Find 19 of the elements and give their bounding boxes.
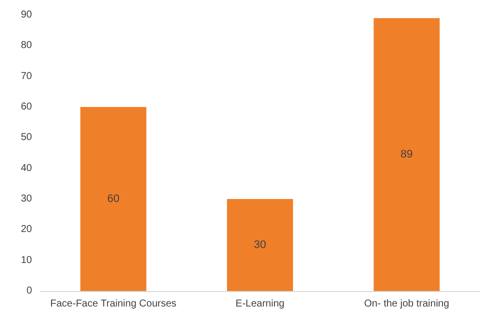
y-tick-label: 90 bbox=[20, 10, 32, 20]
y-tick-label: 0 bbox=[26, 286, 32, 296]
y-tick-label: 70 bbox=[20, 70, 32, 82]
bar bbox=[80, 107, 146, 291]
x-tick-label: On- the job training bbox=[364, 298, 450, 310]
x-tick-label: E-Learning bbox=[236, 298, 284, 310]
y-tick-label: 50 bbox=[20, 132, 32, 144]
y-tick-label: 60 bbox=[20, 102, 32, 112]
y-tick-label: 40 bbox=[20, 162, 32, 174]
data-label: 30 bbox=[254, 239, 266, 251]
bar bbox=[374, 18, 440, 291]
y-tick-label: 20 bbox=[20, 224, 32, 236]
data-label: 89 bbox=[400, 148, 413, 161]
x-tick-label: Face-Face Training Courses bbox=[50, 298, 176, 310]
y-tick-label: 10 bbox=[20, 254, 32, 266]
data-label: 60 bbox=[107, 193, 120, 205]
y-tick-label: 80 bbox=[20, 40, 32, 52]
bar bbox=[227, 199, 293, 291]
y-tick-label: 30 bbox=[20, 194, 32, 204]
